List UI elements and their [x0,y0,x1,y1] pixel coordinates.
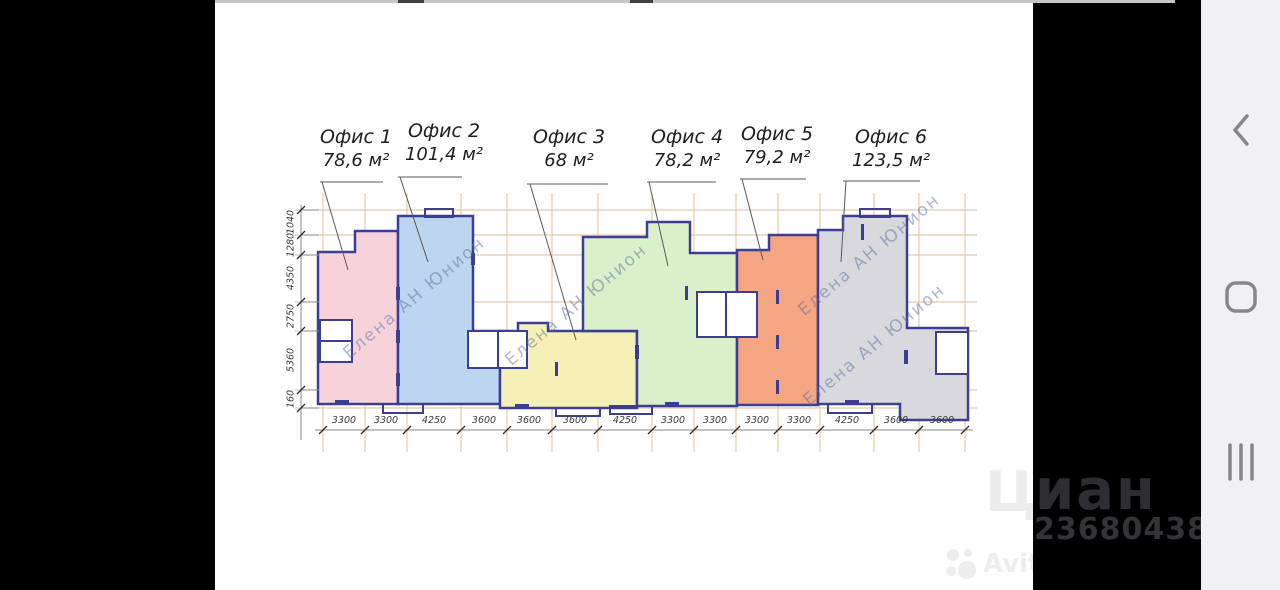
dim-bottom: 4250 [612,415,638,426]
office-1-name: Офис 1 [319,126,393,148]
utility-rooms [319,291,969,375]
office-6-area: 123,5 м² [851,149,931,171]
dim-bottom: 3300 [786,415,812,426]
dim-bottom: 3600 [929,415,955,426]
wall-stubs [335,224,908,408]
office-4-area: 78,2 м² [653,149,721,171]
top-edge-mark [630,0,653,3]
dim-left: 5360 [285,347,297,373]
dim-bottom: 4250 [834,415,860,426]
dim-left: 4350 [285,265,297,291]
office-2-label: Офис 2 101,4 м² [400,120,488,166]
entry-porches [382,208,891,417]
letterbox-right: иан 23680438 [1033,0,1208,590]
top-edge-line [215,0,1033,3]
office-3-area: 68 м² [544,149,594,171]
dim-left: 160 [285,389,297,409]
dim-bottom: 3300 [702,415,728,426]
office-2-name: Офис 2 [407,120,481,142]
android-navigation-bar [1201,0,1280,590]
office-2-area: 101,4 м² [404,143,484,165]
back-button[interactable] [1201,108,1280,152]
office-5-label: Офис 5 79,2 м² [733,123,821,169]
dim-bottom: 3600 [516,415,542,426]
top-edge-mark [398,0,424,3]
label-leader-lines [320,176,920,341]
recents-icon [1227,443,1254,481]
office-5-name: Офис 5 [740,123,814,145]
dim-bottom: 3600 [562,415,588,426]
cian-watermark-text: иан [1035,458,1157,523]
cian-watermark-faint: Ц [985,460,1039,525]
dim-bottom: 4250 [421,415,447,426]
top-edge-line-right [1033,0,1175,3]
listing-photo-viewer[interactable]: Офис 1 78,6 м² Офис 2 101,4 м² Офис 3 68… [215,0,1058,590]
dim-left: 1280 [285,232,297,258]
recents-button[interactable] [1201,440,1280,484]
office-5-area: 79,2 м² [743,146,811,168]
home-icon [1224,281,1257,313]
home-button[interactable] [1201,279,1280,315]
dim-left: 2750 [285,303,297,329]
office-1-label: Офис 1 78,6 м² [312,126,400,172]
office-4-label: Офис 4 78,2 м² [643,126,731,172]
office-4-name: Офис 4 [650,126,724,148]
dimension-lines [296,205,973,440]
office-3-label: Офис 3 68 м² [525,126,613,172]
dim-bottom: 3600 [883,415,909,426]
room-office-3 [498,321,639,410]
cian-listing-number: 23680438 [1034,512,1209,547]
dim-bottom: 3600 [471,415,497,426]
dim-bottom: 3300 [331,415,357,426]
avito-logo-icon [946,549,976,579]
office-1-area: 78,6 м² [322,149,390,171]
dim-bottom: 3300 [660,415,686,426]
letterbox-left [0,0,215,590]
dim-left: 1040 [285,209,297,235]
dim-bottom: 3300 [373,415,399,426]
office-6-label: Офис 6 123,5 м² [847,126,935,172]
office-6-name: Офис 6 [854,126,928,148]
office-3-name: Офис 3 [532,126,606,148]
floor-plan-drawing [295,176,977,452]
dim-bottom: 3300 [744,415,770,426]
back-icon [1232,114,1249,146]
